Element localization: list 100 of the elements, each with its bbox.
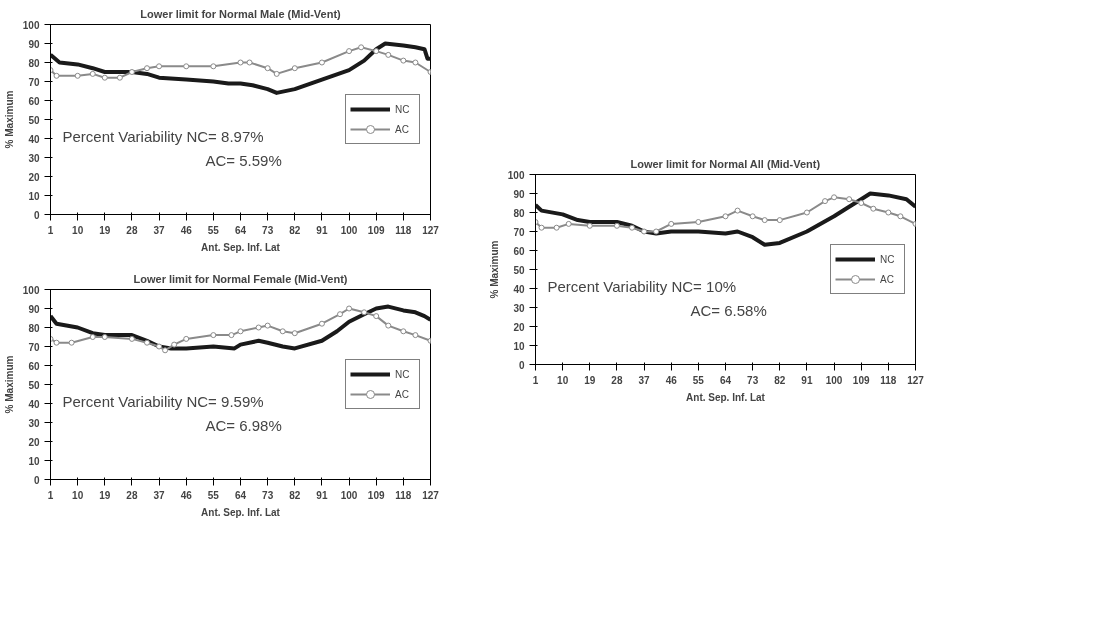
x-tick-label: 127 [422,489,440,501]
point [858,200,865,206]
point [885,209,892,216]
y-tick-label: 0 [33,209,40,221]
point [373,313,380,320]
y-axis-title: % Maximum [488,240,500,299]
point [870,205,877,212]
point [358,44,365,51]
point [385,322,392,329]
point [210,332,217,339]
point [822,198,829,205]
point [237,59,244,66]
chart-title: Lower limit for Normal Male (Mid-Vent) [140,7,342,20]
point [761,217,768,224]
point [101,334,108,340]
x-tick-label: 46 [180,224,193,236]
point [695,219,702,225]
legend-label: AC [395,123,410,135]
y-tick-label: 100 [22,19,40,31]
x-tick-label: 10 [557,374,569,386]
point [183,63,190,70]
x-tick-label: 28 [611,374,623,386]
legend-label: NC [395,368,411,380]
x-tick-label: 37 [153,489,166,501]
point [228,332,235,339]
x-tick-label: 28 [126,489,138,501]
x-tick-label: 55 [207,224,220,236]
y-tick-label: 40 [513,283,525,295]
x-tick-label: 109 [852,374,870,386]
y-tick-label: 40 [28,133,40,145]
y-tick-label: 60 [28,95,40,107]
point [641,228,648,235]
point [337,311,344,318]
x-tick-label: 55 [692,374,705,386]
point [385,51,392,58]
y-tick-label: 70 [28,76,40,88]
x-tick-label: 64 [234,489,247,501]
y-tick-label: 60 [513,245,525,257]
point [156,343,163,350]
point [400,328,407,335]
y-tick-label: 80 [28,322,40,334]
y-tick-label: 0 [518,359,525,371]
point [237,328,244,335]
chart-title: Lower limit for Normal Female (Mid-Vent) [133,272,348,285]
y-tick-label: 50 [28,114,40,126]
annotation: AC= 6.58% [690,301,767,319]
y-axis-title: % Maximum [3,90,15,149]
point [361,309,368,316]
point [89,334,96,340]
legend-label: NC [880,253,896,265]
x-tick-label: 19 [99,224,111,236]
annotation: Percent Variability NC= 9.59% [62,392,264,410]
y-tick-label: 50 [513,264,525,276]
point [264,65,271,72]
point [246,59,253,66]
point [291,330,298,337]
point [74,72,81,79]
y-tick-label: 0 [33,474,40,486]
y-tick-label: 10 [28,455,40,467]
point [776,217,783,224]
point [722,213,729,220]
point [653,228,660,235]
point [412,59,419,66]
x-tick-label: 127 [907,374,925,386]
y-tick-label: 50 [28,379,40,391]
point [210,63,217,70]
y-tick-label: 30 [513,302,525,314]
y-tick-label: 20 [513,321,525,333]
point [629,224,636,231]
legend-label: AC [395,388,410,400]
annotation: AC= 6.98% [205,416,282,434]
point [162,347,169,354]
annotation: Percent Variability NC= 8.97% [62,127,264,145]
point [846,196,853,203]
y-tick-label: 30 [28,152,40,164]
y-tick-label: 90 [513,188,525,200]
point [144,65,151,72]
point [53,339,60,346]
point [831,194,838,201]
x-tick-label: 118 [880,374,897,386]
point [613,222,620,229]
y-tick-label: 80 [513,207,525,219]
x-tick-label: 109 [367,489,385,501]
point [586,222,593,229]
x-tick-label: 91 [801,374,813,386]
y-tick-label: 60 [28,360,40,372]
line-series [50,41,431,95]
x-tick-label: 37 [153,224,166,236]
annotation: Percent Variability NC= 10% [547,277,737,295]
x-tick-label: 64 [234,224,247,236]
point [318,59,325,66]
x-tick-label: 82 [289,489,301,501]
point [255,324,262,331]
y-tick-label: 40 [28,398,40,410]
point [346,305,353,312]
point [279,328,286,335]
x-tick-label: 82 [774,374,786,386]
x-tick-label: 73 [747,374,759,386]
x-tick-label: 19 [584,374,596,386]
annotation: AC= 5.59% [205,151,282,169]
